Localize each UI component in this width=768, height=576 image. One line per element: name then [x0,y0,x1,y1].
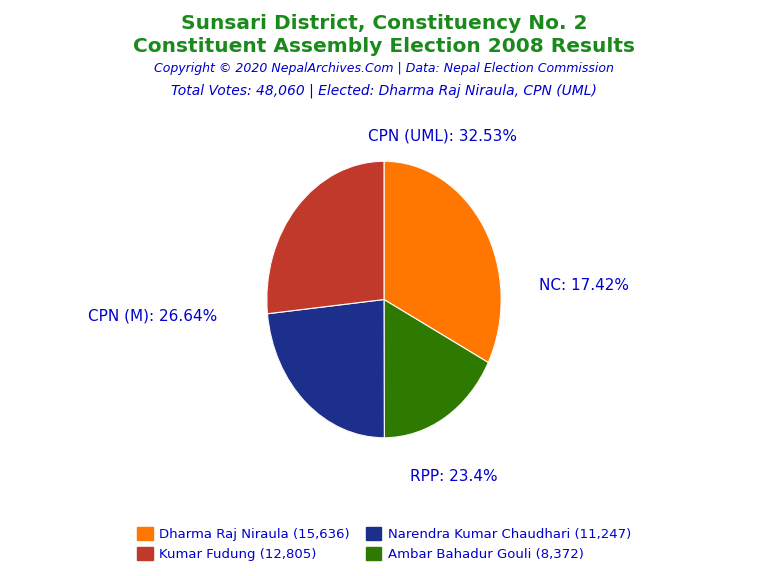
Wedge shape [266,161,384,314]
Legend: Dharma Raj Niraula (15,636), Kumar Fudung (12,805), Narendra Kumar Chaudhari (11: Dharma Raj Niraula (15,636), Kumar Fudun… [131,522,637,567]
Text: Sunsari District, Constituency No. 2: Sunsari District, Constituency No. 2 [180,14,588,33]
Wedge shape [384,161,502,362]
Text: Copyright © 2020 NepalArchives.Com | Data: Nepal Election Commission: Copyright © 2020 NepalArchives.Com | Dat… [154,62,614,75]
Wedge shape [384,161,502,362]
Text: NC: 17.42%: NC: 17.42% [538,278,629,293]
Wedge shape [384,300,488,438]
Wedge shape [267,300,384,438]
Text: RPP: 23.4%: RPP: 23.4% [410,469,498,484]
Text: CPN (M): 26.64%: CPN (M): 26.64% [88,309,217,324]
Wedge shape [384,300,488,438]
Text: Constituent Assembly Election 2008 Results: Constituent Assembly Election 2008 Resul… [133,37,635,56]
Text: Total Votes: 48,060 | Elected: Dharma Raj Niraula, CPN (UML): Total Votes: 48,060 | Elected: Dharma Ra… [171,84,597,98]
Wedge shape [267,300,384,438]
Text: CPN (UML): 32.53%: CPN (UML): 32.53% [368,129,517,144]
Wedge shape [266,161,384,314]
